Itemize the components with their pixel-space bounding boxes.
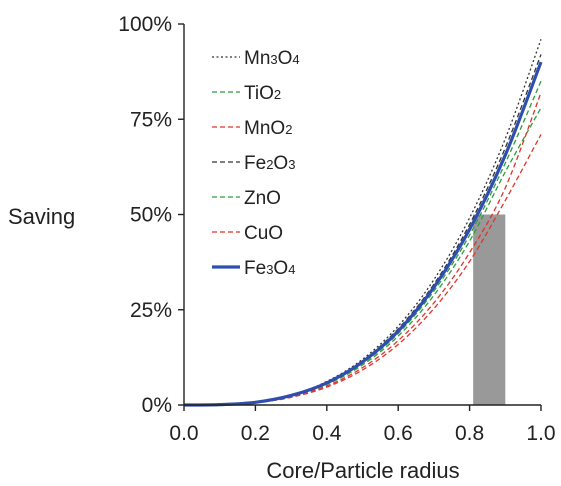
x-tick-label: 0.8 [455,422,484,445]
x-tick-label: 0.0 [169,422,198,445]
y-tick-label: 0% [142,394,172,417]
series-line-mn3o4 [183,39,542,406]
y-tick-label: 50% [130,204,172,227]
axes [178,23,542,411]
legend-label-tio2: TiO2 [244,83,281,104]
series-line-fe3o4 [183,61,543,407]
highlight-region [473,214,506,405]
x-tick-label: 0.6 [384,422,413,445]
legend-label-mno2: MnO2 [244,118,292,139]
x-axis-title: Core/Particle radius [266,458,459,483]
legend-label-zno: ZnO [244,188,281,209]
y-tick-label: 100% [118,13,172,36]
y-tick-label: 75% [130,108,172,131]
series-line-tio2 [183,107,542,406]
y-axis-title: Saving [8,204,75,229]
plot-area [183,39,543,407]
legend-label-fe3o4: Fe3O4 [244,258,295,279]
legend-label-fe2o3: Fe2O3 [244,153,295,174]
tick-labels: 0% 25% 50% 75% 100% 0.0 0.2 0.4 0.6 0.8 1.0 [118,13,555,445]
series-line-mno2 [183,134,542,406]
x-tick-label: 1.0 [526,422,555,445]
legend: Mn3O4 TiO2 MnO2 Fe2O3 ZnO CuO Fe3O4 [212,48,300,279]
x-tick-label: 0.4 [312,422,342,445]
legend-label-cuo: CuO [244,223,283,244]
legend-label-mn3o4: Mn3O4 [244,48,300,69]
x-tick-label: 0.2 [241,422,270,445]
y-tick-label: 25% [130,299,172,322]
